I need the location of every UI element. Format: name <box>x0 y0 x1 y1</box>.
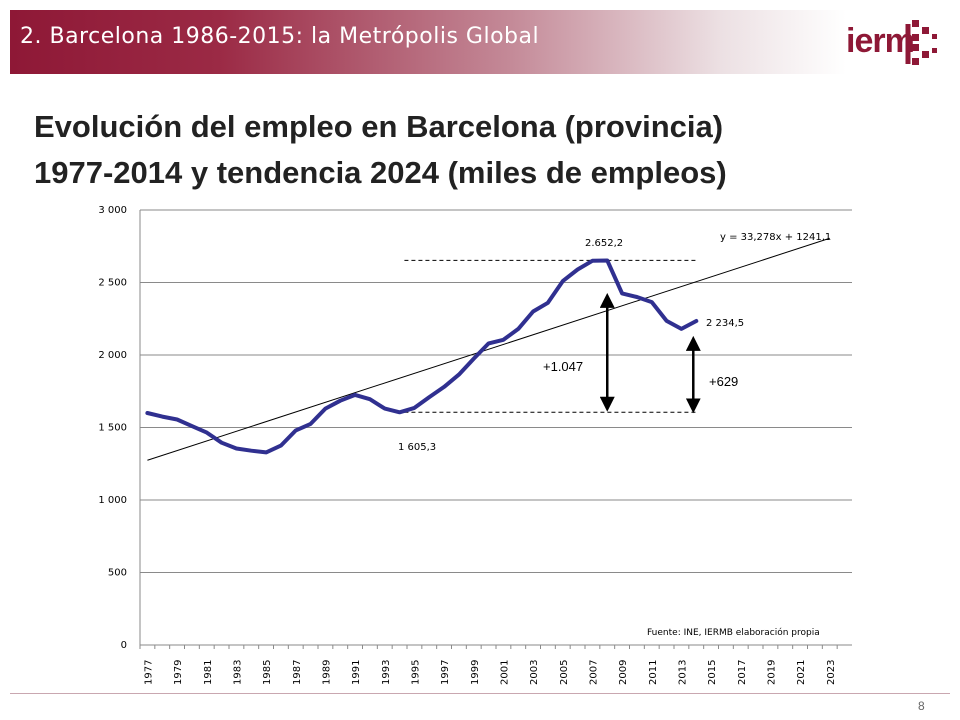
data-point <box>206 432 208 434</box>
chart-title-line-2: 1977-2014 y tendencia 2024 (miles de emp… <box>34 155 727 190</box>
x-tick-label: 1989 <box>321 660 332 685</box>
data-point <box>547 302 549 304</box>
data-point <box>517 328 519 330</box>
data-point <box>310 423 312 425</box>
y-tick-label: 2 000 <box>98 350 127 361</box>
x-tick-label: 2011 <box>648 660 659 685</box>
x-tick-label: 1981 <box>203 660 214 685</box>
data-point <box>577 268 579 270</box>
data-point <box>161 416 163 418</box>
employment-series <box>145 258 699 455</box>
x-tick-label: 2009 <box>618 660 629 685</box>
source-note: Fuente: INE, IERMB elaboración propia <box>647 627 820 638</box>
x-tick-label: 1997 <box>440 660 451 685</box>
x-tick-label: 2017 <box>737 660 748 685</box>
chart-title-line-1: Evolución del empleo en Barcelona (provi… <box>34 109 724 144</box>
data-point <box>458 374 460 376</box>
logo-text: ierm <box>846 22 915 60</box>
trend-equation-label: y = 33,278x + 1241,1 <box>720 232 831 243</box>
data-point <box>680 328 682 330</box>
data-point <box>532 311 534 312</box>
data-point <box>413 407 415 409</box>
gap-arrows <box>599 292 701 414</box>
data-labels: 2.652,2 1 605,3 2 234,5 +1.047 +629 Fuente: I… <box>398 238 820 638</box>
iermb-logo: ierm <box>846 14 946 70</box>
x-tick-label: 1993 <box>381 660 392 685</box>
x-tick-label: 2021 <box>796 660 807 685</box>
data-point <box>488 342 490 344</box>
logo-mark-icon <box>905 20 937 65</box>
data-point <box>354 394 356 396</box>
x-tick-label: 1999 <box>470 660 481 685</box>
trend-line-group: y = 33,278x + 1241,1 <box>147 232 831 461</box>
y-tick-labels: 0 500 1 000 1 500 2 000 2 500 3 000 <box>98 205 127 651</box>
y-tick-label: 2 500 <box>98 278 127 289</box>
data-point <box>324 408 326 410</box>
reference-dashed-lines <box>404 259 697 413</box>
trend-line <box>147 237 830 461</box>
x-tick-label: 2023 <box>826 660 837 685</box>
x-tick-label: 2019 <box>766 660 777 685</box>
data-point <box>591 260 593 262</box>
x-tick-label: 1995 <box>410 660 421 685</box>
data-point <box>473 358 475 360</box>
data-point <box>369 398 371 400</box>
gap-label: +1.047 <box>543 359 583 374</box>
y-tick-label: 0 <box>121 640 127 651</box>
data-point <box>636 296 638 298</box>
data-point <box>280 445 282 447</box>
section-title: 2. Barcelona 1986-2015: la Metrópolis Gl… <box>20 24 540 49</box>
data-point <box>176 419 178 421</box>
data-point <box>235 448 237 450</box>
x-tick-label: 2003 <box>529 660 540 685</box>
data-point <box>621 292 623 294</box>
header-band <box>10 10 846 74</box>
data-point <box>428 396 430 398</box>
trough-label: 1 605,3 <box>398 442 436 453</box>
data-point <box>265 451 267 453</box>
data-point <box>666 320 668 322</box>
y-tick-label: 500 <box>108 568 127 579</box>
x-tick-label: 1991 <box>351 660 362 685</box>
footer-divider <box>10 693 950 694</box>
x-tick-label: 1987 <box>292 660 303 685</box>
data-point <box>399 411 401 413</box>
data-point <box>191 425 193 427</box>
y-tick-label: 1 000 <box>98 495 127 506</box>
data-point <box>295 429 297 431</box>
growth-label: +629 <box>709 374 738 389</box>
last-value-label: 2 234,5 <box>706 318 744 329</box>
x-tick-label: 1983 <box>232 660 243 685</box>
data-point <box>221 442 223 444</box>
x-tick-label: 2007 <box>588 660 599 685</box>
x-tick-label: 2005 <box>559 660 570 685</box>
x-tick-label: 2001 <box>499 660 510 685</box>
y-tick-label: 1 500 <box>98 423 127 434</box>
data-point <box>606 259 608 261</box>
x-tick-labels: 1977 1979 1981 1983 1985 1987 1989 1991 1993 1995… <box>143 660 836 685</box>
data-point <box>384 408 386 410</box>
employment-line <box>145 258 699 455</box>
data-point <box>651 301 653 303</box>
gridlines <box>140 209 852 573</box>
chart-title: Evolución del empleo en Barcelona (provi… <box>34 104 934 196</box>
data-point <box>339 400 341 402</box>
data-point <box>502 339 504 341</box>
peak-label: 2.652,2 <box>585 238 623 249</box>
data-point <box>146 412 148 414</box>
page-number: 8 <box>918 699 925 713</box>
x-tick-label: 1985 <box>262 660 273 685</box>
x-tick-label: 2015 <box>707 660 718 685</box>
x-tick-label: 2013 <box>677 660 688 685</box>
axes <box>139 210 852 649</box>
data-point <box>443 386 445 388</box>
data-point <box>695 320 697 322</box>
data-point <box>562 280 564 282</box>
data-point <box>250 450 252 452</box>
x-tick-label: 1979 <box>173 660 184 685</box>
y-tick-label: 3 000 <box>98 205 127 216</box>
x-tick-label: 1977 <box>143 660 154 685</box>
